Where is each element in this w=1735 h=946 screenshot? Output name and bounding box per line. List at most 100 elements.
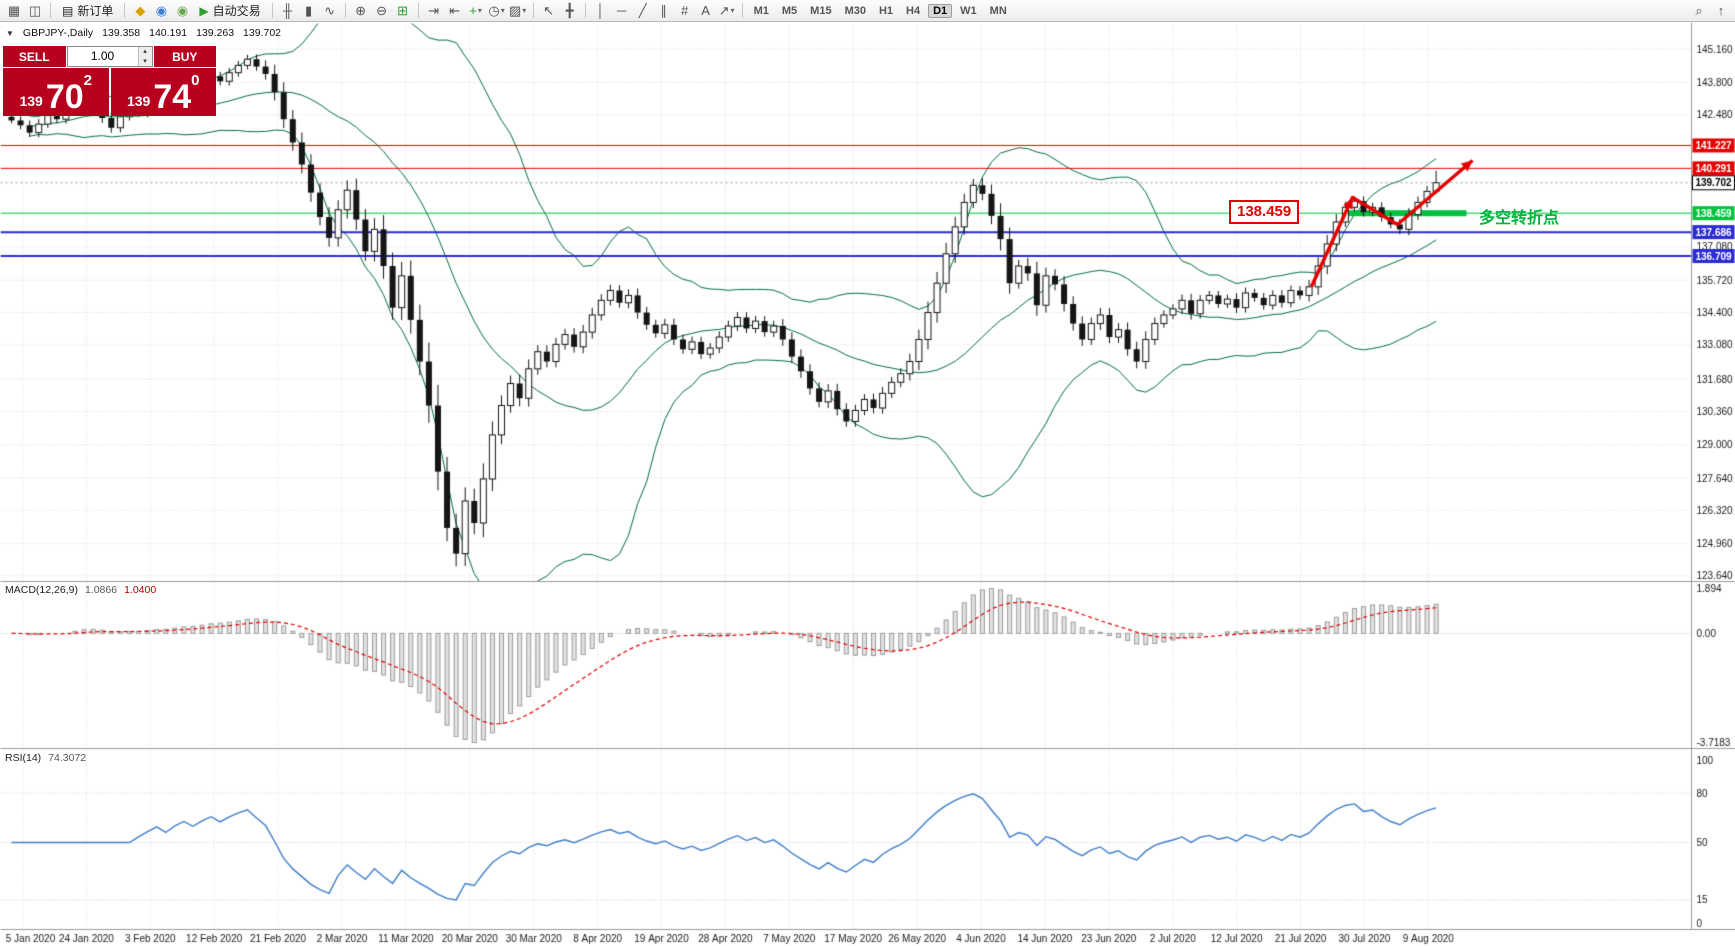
auto-scroll-icon[interactable]: ⇥	[424, 2, 444, 20]
metaeditor-icon[interactable]: ◆	[130, 2, 150, 20]
one-click-trading-panel: SELL 1.00 ▴ ▾ BUY 139 70 2 139 74 0	[3, 46, 216, 116]
cursor-icon[interactable]: ↖	[539, 2, 559, 20]
text-label-icon[interactable]: A	[696, 2, 716, 20]
market-icon[interactable]: ◉	[151, 2, 171, 20]
new-order-button-label: 新订单	[77, 4, 114, 18]
channel-icon-glyph: ∥	[660, 2, 667, 18]
fibonacci-icon[interactable]: #	[675, 2, 695, 20]
text-label-icon-glyph: A	[701, 3, 710, 18]
main-toolbar: ▦ ◫ ▤ 新订单 ◆ ◉ ◉ ▶ 自动交易 ╫ ▮ ∿ ⊕ ⊖ ⊞ ⇥ ⇤ + ▾ ◷ ▾ ▨ ▾ ↖ ╋ │ ─ ╱ ∥ # A ↗ ▾ M1…	[0, 0, 1735, 22]
community-icon-glyph: ◉	[176, 2, 189, 18]
channel-icon[interactable]: ∥	[654, 2, 674, 20]
ohlc-low: 139.263	[196, 27, 235, 39]
toolbar-separator	[584, 3, 586, 18]
candlestick-chart-type-icon[interactable]: ▮	[299, 2, 319, 20]
arrows-tool-icon[interactable]: ↗ ▾	[717, 2, 737, 20]
search-icon[interactable]: ⌕	[1695, 2, 1703, 18]
timeframe-m15[interactable]: M15	[810, 4, 832, 17]
chart-window-icon[interactable]: ▦	[4, 2, 24, 20]
timeframe-mn[interactable]: MN	[989, 4, 1007, 17]
macd-signal-value: 1.0400	[124, 584, 157, 596]
tile-windows-icon[interactable]: ⊞	[393, 2, 413, 20]
bar-chart-type-icon[interactable]: ╫	[278, 2, 298, 20]
volume-input[interactable]: 1.00 ▴ ▾	[66, 46, 153, 67]
chart-ohlc-readout: ▼ GBPJPY-,Daily 139.358 140.191 139.263 …	[6, 27, 281, 39]
zoom-in-icon[interactable]: ⊕	[351, 2, 371, 20]
indicators-icon[interactable]: + ▾	[466, 2, 486, 20]
volume-value: 1.00	[90, 49, 115, 63]
toolbar-right-group: ⌕ ↑	[1689, 2, 1731, 20]
autotrading-button[interactable]: ▶ 自动交易	[193, 2, 266, 20]
bar-chart-type-icon-glyph: ╫	[283, 3, 293, 18]
periods-icon-caret-icon[interactable]: ▾	[500, 6, 505, 15]
buy-price-pipette: 0	[191, 72, 200, 89]
timeframe-h4[interactable]: H4	[906, 4, 921, 17]
sell-button[interactable]: SELL	[3, 46, 66, 67]
line-chart-type-icon-glyph: ∿	[324, 2, 336, 18]
horizontal-line-icon[interactable]: ─	[612, 2, 632, 20]
chart-shift-icon[interactable]: ⇤	[445, 2, 465, 20]
buy-button[interactable]: BUY	[153, 46, 216, 67]
timeframe-m1[interactable]: M1	[753, 4, 769, 17]
trendline-icon[interactable]: ╱	[633, 2, 653, 20]
ohlc-open: 139.358	[102, 27, 141, 39]
price-level-annotation[interactable]: 138.459	[1229, 200, 1300, 224]
metaeditor-icon-glyph: ◆	[135, 2, 146, 18]
timeframe-h1[interactable]: H1	[878, 4, 894, 17]
timeframe-d1[interactable]: D1	[928, 3, 953, 18]
toolbar-separator	[50, 3, 51, 18]
sell-price-bigfigure: 139	[19, 93, 43, 109]
crosshair-icon-glyph: ╋	[565, 2, 574, 18]
autotrading-button-glyph: ▶	[199, 3, 209, 18]
chart-window-icon-glyph: ▦	[7, 2, 21, 18]
templates-icon-caret-icon[interactable]: ▾	[522, 6, 527, 15]
macd-main-value: 1.0866	[84, 584, 118, 596]
timeframe-m5[interactable]: M5	[781, 4, 798, 17]
toolbar-separator	[124, 3, 126, 18]
crosshair-icon[interactable]: ╋	[560, 2, 580, 20]
community-icon[interactable]: ◉	[172, 2, 192, 20]
buy-price-display[interactable]: 139 74 0	[110, 68, 216, 117]
zoom-out-icon-glyph: ⊖	[376, 2, 388, 18]
templates-icon[interactable]: ▨ ▾	[508, 2, 528, 20]
timeframe-w1[interactable]: W1	[960, 4, 977, 17]
sell-price-display[interactable]: 139 70 2	[3, 68, 109, 116]
indicators-icon-glyph: +	[469, 3, 477, 18]
zoom-out-icon[interactable]: ⊖	[372, 2, 392, 20]
toolbar-separator	[417, 3, 419, 18]
tile-windows-icon-glyph: ⊞	[397, 2, 409, 18]
buy-price-pips: 74	[153, 78, 192, 117]
line-chart-type-icon[interactable]: ∿	[320, 2, 340, 20]
pivot-point-label[interactable]: 多空转折点	[1479, 210, 1560, 227]
arrows-tool-icon-caret-icon[interactable]: ▾	[730, 6, 735, 15]
zoom-in-icon-glyph: ⊕	[355, 2, 367, 18]
timeframe-m30[interactable]: M30	[844, 4, 866, 17]
new-order-button[interactable]: ▤ 新订单	[56, 2, 119, 20]
horizontal-line-icon-glyph: ─	[617, 3, 627, 18]
sell-price-pips: 70	[45, 78, 84, 117]
scroll-up-icon[interactable]: ↑	[1717, 3, 1725, 18]
macd-name: MACD(12,26,9)	[5, 584, 78, 596]
volume-up-icon[interactable]: ▴	[143, 48, 147, 55]
indicators-icon-caret-icon[interactable]: ▾	[477, 6, 482, 15]
volume-down-icon[interactable]: ▾	[143, 57, 147, 65]
new-chart-icon[interactable]: ◫	[25, 2, 45, 20]
vertical-line-icon[interactable]: │	[591, 2, 611, 20]
new-chart-icon-glyph: ◫	[28, 2, 42, 18]
templates-icon-glyph: ▨	[508, 2, 522, 18]
toolbar-separator	[741, 3, 743, 18]
arrows-tool-icon-glyph: ↗	[718, 2, 730, 18]
sell-price-pipette: 2	[83, 72, 93, 89]
buy-price-bigfigure: 139	[126, 93, 151, 109]
quote-panel-toggle-icon[interactable]: ▼	[6, 28, 14, 38]
ohlc-close: 139.702	[243, 27, 282, 39]
volume-spinner: ▴ ▾	[137, 47, 152, 66]
macd-indicator-label: MACD(12,26,9) 1.0866 1.0400	[5, 584, 156, 596]
rsi-value: 74.3072	[48, 752, 87, 764]
auto-scroll-icon-glyph: ⇥	[428, 2, 440, 18]
chart-shift-icon-glyph: ⇤	[449, 2, 461, 18]
new-order-button-glyph: ▤	[62, 3, 74, 18]
periods-icon[interactable]: ◷ ▾	[487, 2, 507, 20]
